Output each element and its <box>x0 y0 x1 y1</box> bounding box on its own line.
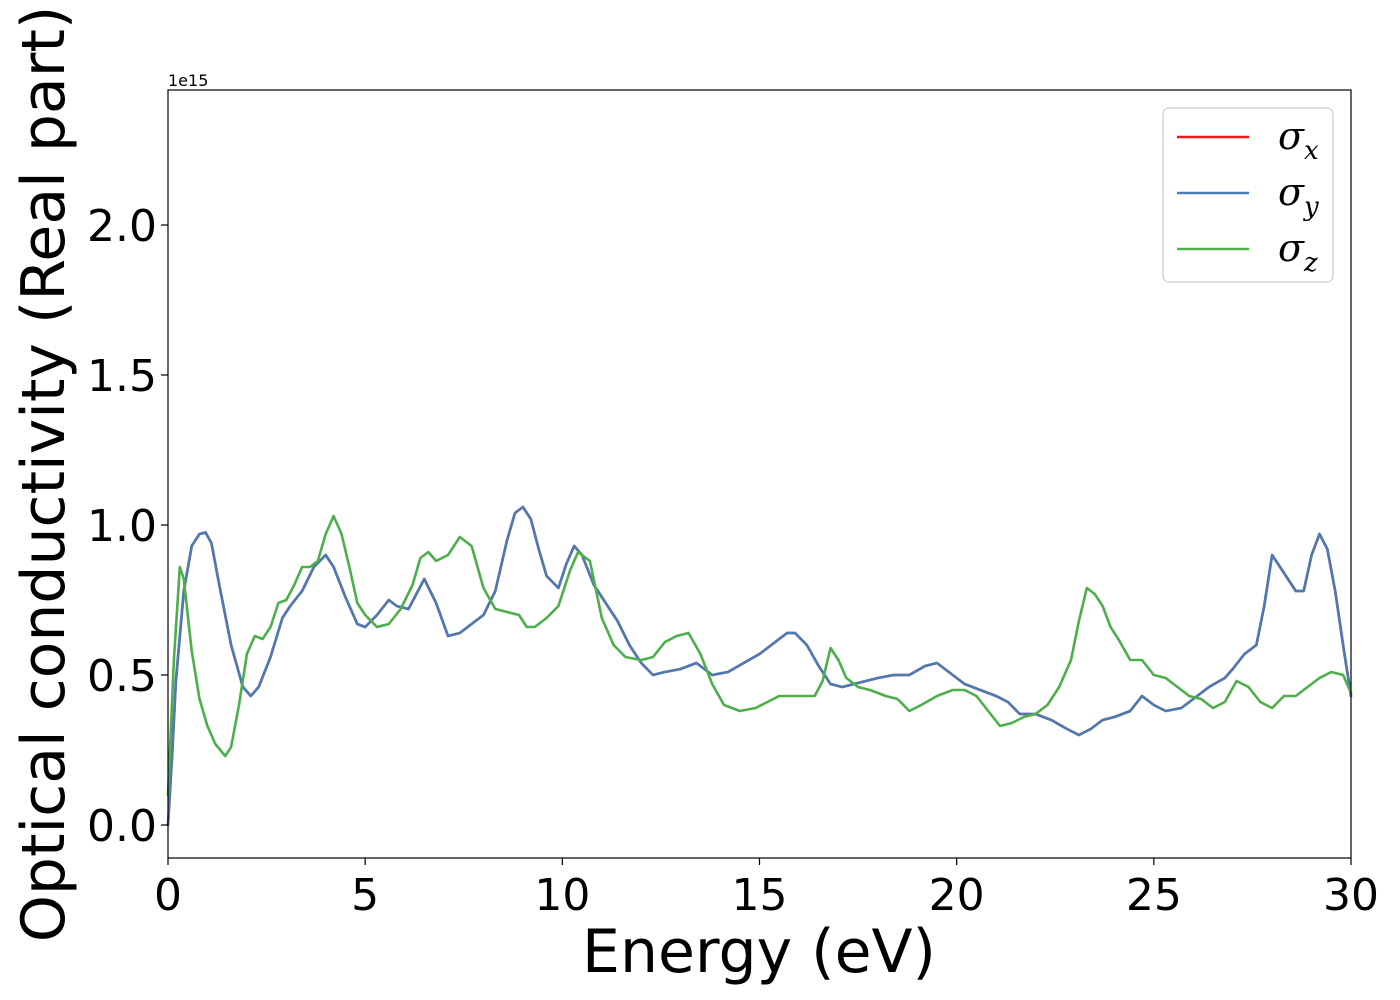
x-axis-label: Energy (eV) <box>582 917 936 987</box>
series-line-y <box>166 505 1353 827</box>
y-tick-label: 1.0 <box>87 501 157 552</box>
y-tick-label: 1.5 <box>87 351 157 402</box>
legend-label-y: σy <box>1278 170 1319 222</box>
y-tick-label: 0.5 <box>87 651 157 702</box>
x-tick-label: 20 <box>929 870 985 921</box>
x-tick-label: 30 <box>1323 870 1379 921</box>
x-axis-ticks: 0 5 10 15 20 25 30 <box>154 858 1379 921</box>
series-line-z <box>166 514 1353 797</box>
x-tick-label: 0 <box>154 870 182 921</box>
x-tick-label: 5 <box>351 870 379 921</box>
y-axis-label: Optical conductivity (Real part) <box>9 6 79 943</box>
y-axis-ticks: 0.0 0.5 1.0 1.5 2.0 <box>87 201 168 852</box>
x-tick-label: 25 <box>1126 870 1182 921</box>
y-tick-label: 0.0 <box>87 801 157 852</box>
y-offset-label: 1e15 <box>168 71 208 90</box>
x-tick-label: 15 <box>732 870 788 921</box>
x-tick-label: 10 <box>534 870 590 921</box>
legend-label-z: σz <box>1278 226 1318 278</box>
plot-lines <box>166 505 1353 827</box>
legend-label-x: σx <box>1278 114 1319 166</box>
legend-box <box>1162 107 1334 283</box>
y-tick-label: 2.0 <box>87 201 157 252</box>
